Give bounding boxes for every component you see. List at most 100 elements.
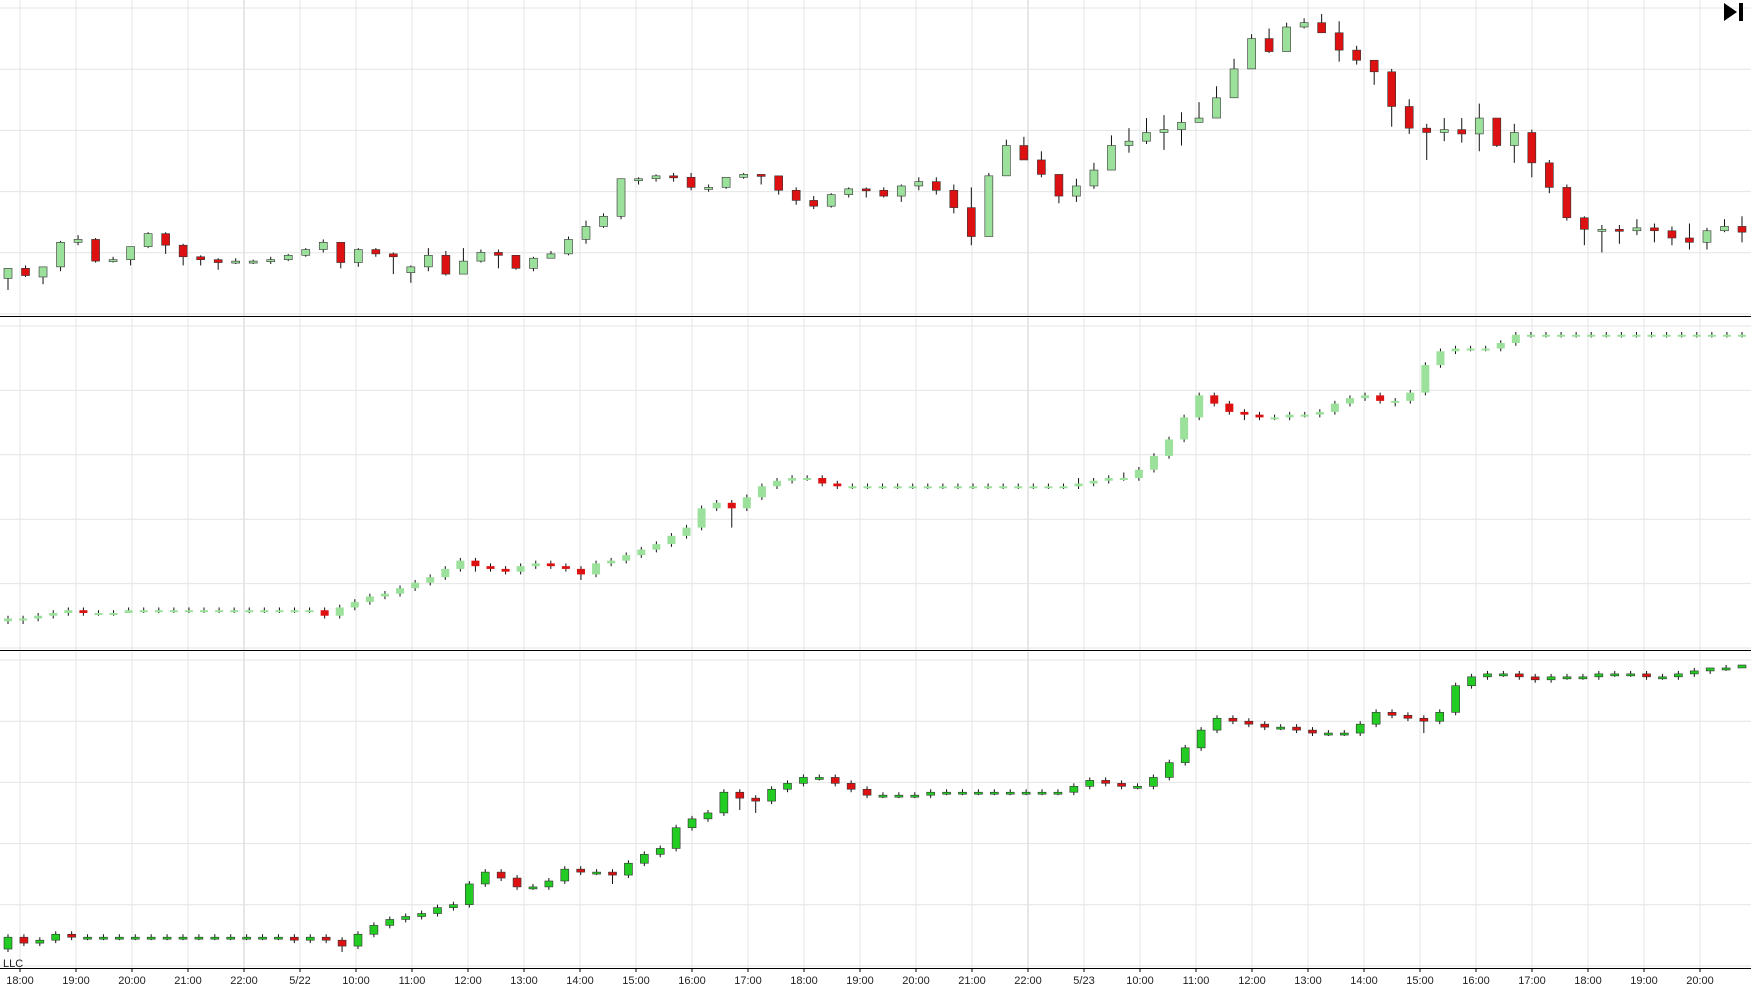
candle: [1165, 759, 1174, 781]
skip-to-end-button[interactable]: [1721, 2, 1747, 22]
candle-body-up: [826, 194, 836, 207]
candle: [599, 213, 608, 228]
x-tick-label: 21:00: [958, 975, 986, 986]
x-tick-label: 5/23: [1073, 975, 1094, 986]
candle: [984, 483, 993, 490]
candle: [1029, 483, 1038, 490]
candle-body-up: [242, 936, 251, 940]
candle-body-down: [1317, 22, 1326, 34]
candle: [616, 178, 626, 220]
candle-body-up: [1738, 334, 1746, 337]
candle-body-up: [1276, 726, 1285, 730]
candle: [1632, 219, 1642, 236]
candle: [480, 869, 490, 887]
candle: [1474, 103, 1484, 152]
candle-body-up: [712, 502, 721, 509]
candle-body-up: [655, 848, 665, 855]
candle: [318, 239, 328, 253]
candle-body-up: [990, 791, 999, 795]
candle-body-up: [34, 615, 43, 619]
candle-body-up: [1159, 129, 1169, 133]
candle-body-up: [1149, 777, 1158, 787]
candle-body-up: [803, 478, 812, 480]
candle-body-up: [115, 936, 124, 940]
candle: [3, 934, 13, 952]
candle: [1324, 730, 1333, 737]
candle-body-up: [64, 610, 73, 613]
x-tick-label: 14:00: [566, 975, 594, 986]
candle: [531, 560, 540, 569]
candle: [1180, 414, 1189, 443]
x-tick-label: 18:00: [790, 975, 818, 986]
candle-body-up: [1315, 411, 1324, 415]
x-tick-label: 15:00: [1406, 975, 1434, 986]
candle-body-up: [318, 242, 328, 250]
x-tick-label: 21:00: [174, 975, 202, 986]
candle: [1005, 789, 1015, 796]
candle-body-up: [974, 791, 983, 795]
candle-body-down: [67, 933, 76, 938]
candle-body-up: [1594, 673, 1604, 678]
candle: [1510, 123, 1519, 163]
candle: [652, 541, 661, 553]
x-tick-label: 19:00: [846, 975, 874, 986]
candle: [923, 483, 932, 490]
candle-body-up: [1474, 117, 1484, 135]
copyright-text: LLC: [3, 958, 24, 970]
candle: [1285, 411, 1294, 421]
candle: [1526, 332, 1535, 338]
candle-body-up: [908, 486, 917, 489]
candle-body-up: [1177, 122, 1186, 130]
candle: [564, 236, 573, 256]
candle: [1481, 345, 1490, 352]
candle: [1308, 727, 1317, 737]
candle-body-up: [896, 185, 906, 197]
candle-body-up: [1195, 395, 1204, 418]
candle: [1692, 332, 1701, 338]
candle: [424, 248, 433, 272]
candle-body-up: [1702, 230, 1712, 243]
x-tick-label: 18:00: [6, 975, 34, 986]
candle-body-up: [1562, 676, 1572, 680]
candle: [1282, 22, 1291, 52]
candle-body-up: [385, 919, 395, 926]
candle-body-up: [682, 527, 691, 536]
candle: [1737, 664, 1747, 669]
candle-body-down: [1292, 726, 1301, 731]
candle: [1085, 777, 1095, 790]
candle: [1650, 223, 1659, 243]
candle: [1626, 670, 1635, 677]
candle-body-up: [354, 249, 363, 263]
candle: [1371, 709, 1381, 728]
candle: [1451, 345, 1460, 355]
candle: [1466, 345, 1475, 352]
candle-body-up: [1133, 786, 1142, 789]
candle: [1422, 123, 1432, 160]
candle: [385, 916, 395, 929]
candle-body-up: [1196, 729, 1206, 749]
candle-body-down: [91, 239, 100, 262]
candle-body-down: [371, 249, 381, 255]
candle-body-up: [283, 255, 293, 260]
candle: [651, 174, 661, 182]
candle: [815, 774, 824, 781]
candle-body-up: [169, 610, 178, 613]
candle-body-up: [1602, 334, 1611, 337]
candle: [1212, 86, 1221, 119]
candle-body-up: [1439, 129, 1449, 133]
candle-body-down: [21, 268, 30, 276]
candle: [336, 242, 346, 269]
candle: [1134, 466, 1143, 481]
candle: [411, 579, 420, 591]
candle: [1369, 59, 1379, 85]
candle-body-down: [1037, 159, 1046, 175]
candle: [3, 268, 13, 290]
candle-body-down: [1387, 71, 1396, 107]
candle: [1541, 332, 1550, 338]
candle: [592, 560, 601, 578]
candle: [290, 607, 299, 613]
candle-body-down: [1404, 106, 1414, 129]
candle-body-down: [496, 871, 506, 879]
candle: [1451, 682, 1460, 716]
